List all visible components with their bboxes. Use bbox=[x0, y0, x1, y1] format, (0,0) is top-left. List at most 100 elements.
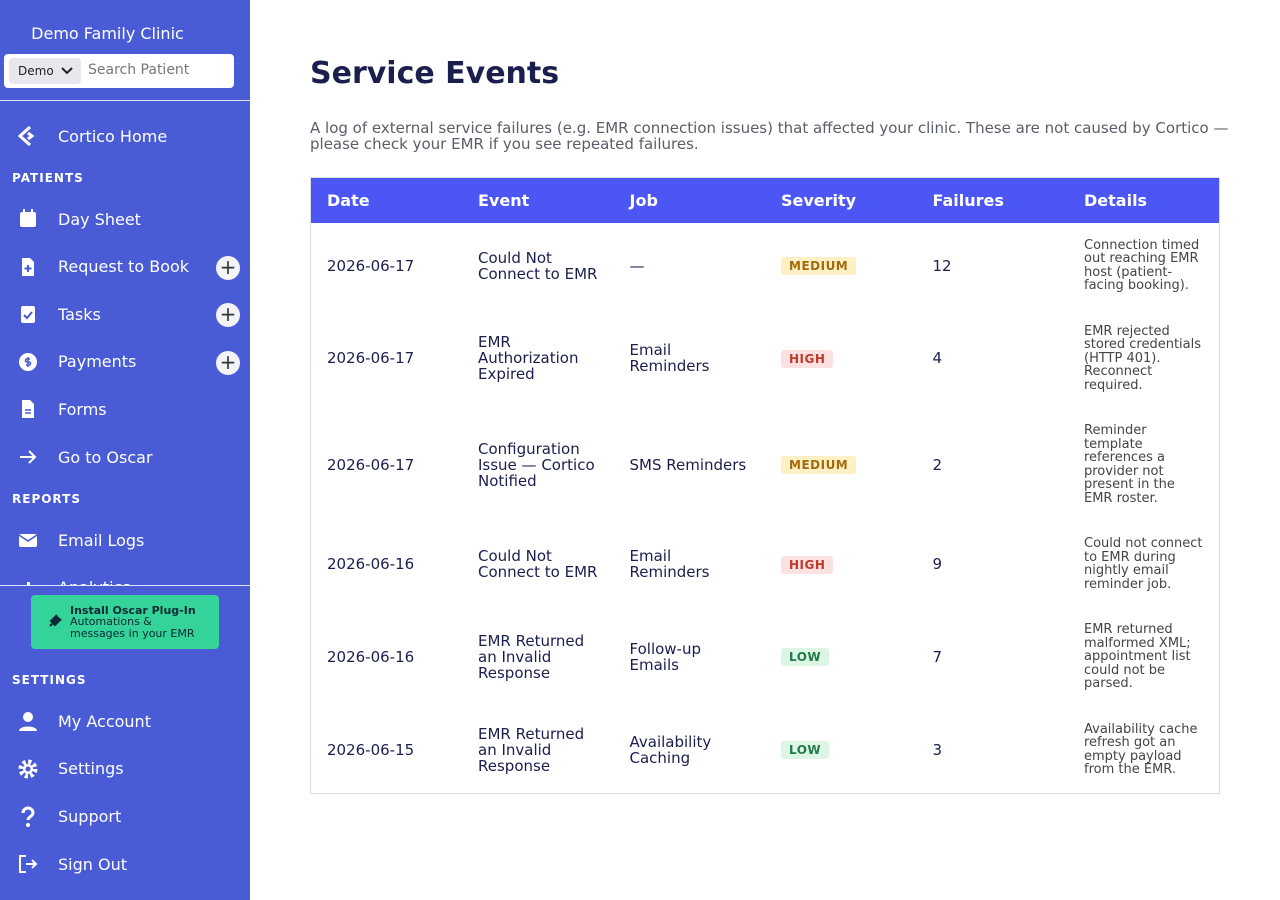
column-header: Job bbox=[613, 177, 765, 223]
table-cell: HIGH bbox=[765, 309, 917, 409]
divider bbox=[0, 100, 250, 101]
nav-label: Analytics bbox=[58, 578, 131, 585]
table-cell: Availability Caching bbox=[629, 732, 712, 767]
events-table: Date Event Job Severity Failures Details 2026-… bbox=[310, 177, 1220, 794]
nav-item[interactable]: Analytics bbox=[0, 568, 250, 585]
clinic-name: Demo Family Clinic bbox=[31, 24, 184, 43]
nav-icon bbox=[19, 855, 38, 874]
table-cell: 2026-06-17 bbox=[327, 256, 415, 275]
nav-item[interactable]: Email Logs bbox=[0, 520, 250, 560]
table-cell: MEDIUM bbox=[765, 223, 917, 309]
nav-item[interactable]: Settings bbox=[0, 749, 250, 789]
table-cell: Connection timed out reaching EMR host (… bbox=[1084, 237, 1200, 293]
plugin-title: Install Oscar Plug-In bbox=[70, 604, 196, 617]
page-title: Service Events bbox=[310, 56, 560, 91]
table-cell: EMR Returned an Invalid Response bbox=[478, 631, 585, 682]
table-cell: Availability cache refresh got an empty … bbox=[1084, 721, 1198, 777]
table-cell: Could Not Connect to EMR bbox=[478, 248, 598, 283]
nav-icon bbox=[19, 352, 37, 371]
table-cell: Configuration Issue — Cortico Notified bbox=[478, 439, 595, 490]
column-header: Details bbox=[1068, 177, 1220, 223]
table-body: 2026-06-17 Could Not Connect to EMR — MEDIU… bbox=[311, 223, 1220, 794]
nav-item[interactable]: My Account bbox=[0, 701, 250, 741]
nav-item[interactable]: Tasks + bbox=[0, 294, 250, 334]
table-cell: 4 bbox=[932, 349, 943, 368]
nav-icon bbox=[18, 534, 38, 547]
nav-label: Tasks bbox=[58, 304, 101, 324]
table-cell: 2026-06-17 bbox=[327, 455, 415, 474]
nav-label: Request to Book bbox=[58, 257, 190, 277]
nav-label: Support bbox=[58, 807, 122, 827]
table-cell: 3 bbox=[932, 740, 943, 759]
divider bbox=[0, 585, 250, 586]
nav-label: Cortico Home bbox=[58, 126, 168, 146]
table-cell: 12 bbox=[932, 256, 952, 275]
table-cell: Email Reminders bbox=[629, 547, 710, 581]
column-header: Failures bbox=[916, 177, 1068, 223]
page-description: A log of external service failures (e.g.… bbox=[310, 119, 1229, 153]
section-title: REPORTS bbox=[12, 492, 81, 506]
nav-item[interactable]: Sign Out bbox=[0, 844, 250, 884]
nav-item[interactable]: Go to Oscar bbox=[0, 437, 250, 477]
chevron bbox=[61, 67, 73, 75]
table-cell: EMR returned malformed XML; appointment … bbox=[1084, 622, 1191, 691]
nav-item[interactable]: Forms bbox=[0, 389, 250, 429]
plugin-subtitle: Automations & messages in your EMR bbox=[70, 615, 195, 640]
sidebar: Demo Family Clinic Demo Search Patient C… bbox=[0, 0, 250, 900]
table-cell: Follow-up Emails bbox=[629, 639, 702, 674]
table-cell: 2026-06-16 bbox=[327, 647, 415, 666]
add-button[interactable]: + bbox=[216, 255, 240, 280]
table-cell: HIGH bbox=[765, 521, 917, 607]
clinic-selector[interactable]: Demo bbox=[9, 58, 81, 84]
selector-label: Demo bbox=[18, 64, 54, 78]
nav-icon bbox=[21, 306, 35, 324]
table-cell: 2026-06-15 bbox=[327, 740, 415, 759]
table-cell: Email Reminders bbox=[629, 341, 710, 376]
severity-badge: MEDIUM bbox=[781, 257, 857, 275]
nav-label: Email Logs bbox=[58, 530, 145, 550]
nav-item[interactable]: Support bbox=[0, 797, 250, 837]
header-row: Date Event Job Severity Failures Details bbox=[310, 177, 1220, 223]
nav-label: Settings bbox=[58, 759, 124, 779]
table-cell: — bbox=[629, 256, 645, 275]
table-cell: EMR rejected stored credentials (HTTP 40… bbox=[1084, 323, 1202, 393]
table-cell: 2 bbox=[932, 455, 943, 474]
nav-label: Sign Out bbox=[58, 854, 127, 874]
column-header: Severity bbox=[765, 177, 917, 223]
nav-label: Go to Oscar bbox=[58, 447, 153, 467]
nav-icon bbox=[20, 450, 37, 464]
nav-icon bbox=[20, 209, 36, 227]
table-row: 2026-06-16 EMR Returned an Invalid Respon… bbox=[311, 607, 1220, 707]
table-cell: Reminder template references a provider … bbox=[1084, 423, 1175, 506]
table-cell: LOW bbox=[765, 707, 917, 794]
column-header: Event bbox=[462, 177, 614, 223]
nav-icon bbox=[22, 257, 34, 276]
table-row: 2026-06-17 Could Not Connect to EMR — MEDIU… bbox=[311, 223, 1220, 309]
table-cell: Could not connect to EMR during nightly … bbox=[1084, 536, 1203, 592]
add-button[interactable]: + bbox=[216, 303, 240, 328]
nav-item[interactable]: Day Sheet bbox=[0, 199, 250, 239]
plugin-button[interactable]: Install Oscar Plug-In Automations & mess… bbox=[31, 595, 219, 649]
nav-item[interactable]: Payments + bbox=[0, 342, 250, 382]
nav-icon bbox=[18, 759, 38, 779]
nav-icon bbox=[27, 581, 30, 585]
section-title: PATIENTS bbox=[12, 171, 84, 185]
severity-badge: HIGH bbox=[781, 555, 834, 574]
search-box[interactable]: Demo Search Patient bbox=[4, 54, 234, 88]
search-placeholder: Search Patient bbox=[88, 62, 190, 78]
table-cell: SMS Reminders bbox=[629, 455, 747, 474]
table-cell: EMR Authorization Expired bbox=[478, 333, 579, 384]
nav-icon bbox=[22, 400, 34, 419]
table-cell: 2026-06-17 bbox=[327, 349, 415, 368]
severity-badge: LOW bbox=[781, 648, 830, 667]
add-button[interactable]: + bbox=[216, 350, 240, 375]
table-cell: LOW bbox=[765, 607, 917, 707]
nav-label: Forms bbox=[58, 399, 107, 419]
table-cell: 2026-06-16 bbox=[327, 555, 415, 573]
nav-label: My Account bbox=[58, 711, 151, 731]
nav-item[interactable]: Request to Book + bbox=[0, 247, 250, 287]
nav-item[interactable]: Cortico Home bbox=[0, 116, 250, 156]
table-row: 2026-06-17 Configuration Issue — Cortico … bbox=[311, 408, 1220, 521]
table-cell: EMR Returned an Invalid Response bbox=[478, 724, 585, 775]
